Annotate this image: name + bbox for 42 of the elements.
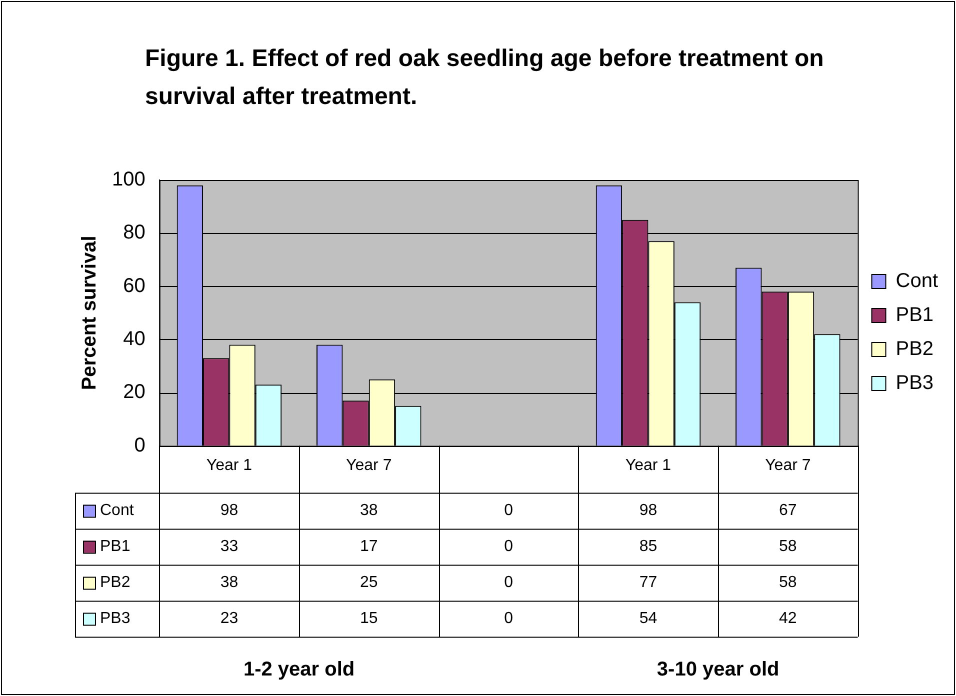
data-label: 77 xyxy=(639,574,658,592)
data-label: 0 xyxy=(504,574,514,592)
data-label: 98 xyxy=(639,502,658,520)
data-label: 0 xyxy=(504,502,514,520)
data-label: 38 xyxy=(220,574,238,592)
data-label: 67 xyxy=(779,502,797,520)
text: PB3 xyxy=(100,610,130,628)
data-label: 85 xyxy=(639,538,658,556)
data-label: 17 xyxy=(360,538,378,556)
y-tick-label: 60 xyxy=(123,274,146,297)
data-label: 33 xyxy=(220,538,238,556)
legend-label: PB3 xyxy=(896,372,934,394)
text: 1-2 year old xyxy=(243,658,355,680)
y-tick-label: 20 xyxy=(123,381,146,404)
data-label: 15 xyxy=(360,610,378,628)
data-label: 23 xyxy=(220,610,238,628)
text: PB2 xyxy=(100,574,130,592)
text: 3-10 year old xyxy=(656,658,780,680)
data-label: 58 xyxy=(779,538,797,556)
data-label: 25 xyxy=(360,574,378,592)
legend-label: PB1 xyxy=(896,304,934,326)
y-tick-label: 40 xyxy=(123,328,146,350)
x-tick-label: Year 1 xyxy=(625,456,672,474)
data-label: 98 xyxy=(220,502,238,520)
x-tick-label: Year 1 xyxy=(206,456,252,474)
y-tick-label: 100 xyxy=(112,168,146,191)
data-label: 0 xyxy=(504,610,514,628)
text: Cont xyxy=(896,270,938,292)
legend-label: Cont xyxy=(100,502,134,520)
data-label: 54 xyxy=(639,610,658,628)
y-tick-label: 0 xyxy=(134,434,146,456)
y-tick-label: 80 xyxy=(123,222,146,244)
y-axis-title: Percent survival xyxy=(78,236,101,390)
chart-title: Figure 1. Effect of red oak seedling age before treatment on survival after treatment. xyxy=(145,44,825,112)
data-label: 42 xyxy=(779,610,797,628)
x-tick-label: Year 7 xyxy=(765,456,811,474)
legend-label: PB2 xyxy=(896,338,934,360)
data-label: 0 xyxy=(504,538,514,556)
x-tick-label: Year 7 xyxy=(346,456,392,474)
text: PB1 xyxy=(100,538,130,556)
data-label: 38 xyxy=(360,502,378,520)
data-label: 58 xyxy=(779,574,797,592)
